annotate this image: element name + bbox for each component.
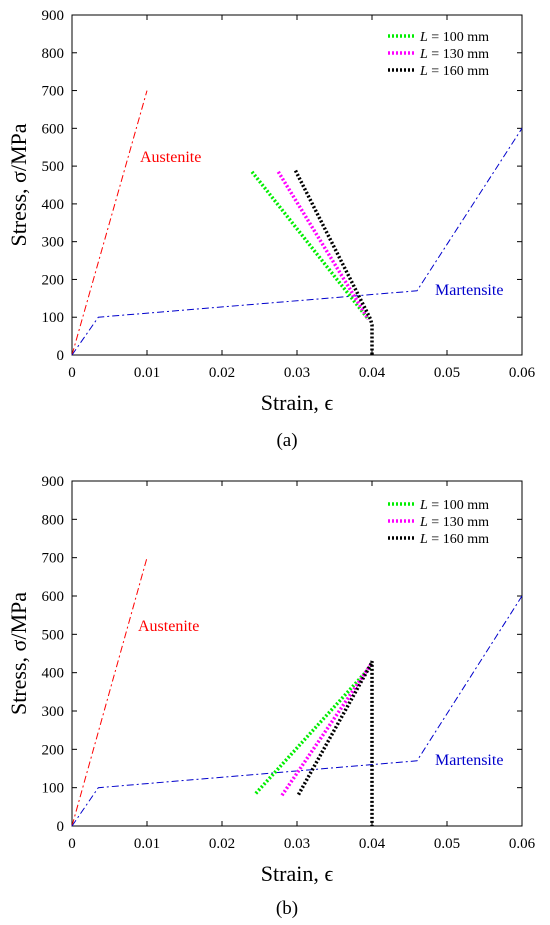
y-axis-label: Stress, σ/MPa [6,123,31,246]
legend-variable: L [419,532,428,547]
y-tick-label: 800 [42,46,65,62]
x-tick-label: 0.04 [359,836,386,852]
series-line-4 [296,660,374,826]
y-tick-label: 700 [42,84,65,100]
x-tick-label: 0.05 [434,365,460,381]
annotation-austenite: Austenite [138,618,199,635]
figure-caption: (a) [276,430,297,451]
x-axis-label: Strain, ϵ [261,861,334,886]
y-axis-label: Stress, σ/MPa [6,592,31,715]
series-line-2 [254,665,372,795]
legend-label: = 160 mm [428,64,489,79]
y-tick-label: 800 [42,512,65,528]
chart-b: 0 0.01 0.02 0.03 0.04 0.05 0.06 0 100 200 300 400 50… [6,474,536,919]
series-line-3 [280,664,372,797]
y-tick-label: 700 [42,551,65,567]
x-tick-label: 0.01 [134,365,160,381]
legend-label: = 100 mm [428,498,489,513]
x-tick-label: 0.05 [434,836,460,852]
x-tick-label: 0 [68,365,76,381]
x-tick-label: 0.06 [509,836,536,852]
x-tick-label: 0.03 [284,365,310,381]
y-tick-label: 100 [42,781,65,797]
series-line-1 [71,128,523,356]
series-line-3 [276,170,370,321]
chart-a: 0 0.01 0.02 0.03 0.04 0.05 0.06 0 100 200 300 400 50… [6,8,536,451]
legend-label: = 130 mm [428,515,489,530]
legend-entry: L = 130 mm [419,515,489,530]
legend-entry: L = 100 mm [419,30,489,45]
x-tick-label: 0.06 [509,365,536,381]
x-tick-label: 0.01 [134,836,160,852]
x-tick-label: 0.02 [209,365,235,381]
y-tick-label: 600 [42,589,65,605]
legend-label: = 130 mm [428,47,489,62]
y-tick-label: 300 [42,235,65,251]
x-tick-label: 0.04 [359,365,386,381]
legend-entry: L = 160 mm [419,64,489,79]
x-tick-label: 0.02 [209,836,235,852]
series-line-2 [250,170,370,321]
legend-entry: L = 160 mm [419,532,489,547]
x-tick-label: 0 [68,836,76,852]
y-tick-label: 200 [42,272,65,288]
annotation-martensite: Martensite [435,752,503,769]
series-line-0 [71,90,148,356]
series-line-4 [293,169,374,355]
legend-variable: L [419,47,428,62]
y-tick-label: 900 [42,474,65,490]
y-tick-label: 900 [42,8,65,24]
y-tick-label: 0 [57,348,65,364]
y-tick-label: 300 [42,704,65,720]
annotation-austenite: Austenite [140,149,201,166]
y-tick-label: 100 [42,310,65,326]
x-axis-label: Strain, ϵ [261,390,334,415]
series-line-0 [71,557,148,827]
y-tick-label: 0 [57,819,65,835]
legend-variable: L [419,515,428,530]
legend-variable: L [419,30,428,45]
annotation-martensite: Martensite [435,282,503,299]
x-tick-label: 0.03 [284,836,310,852]
legend-entry: L = 130 mm [419,47,489,62]
y-tick-label: 400 [42,197,65,213]
legend-variable: L [419,64,428,79]
y-tick-label: 400 [42,666,65,682]
legend-label: = 100 mm [428,30,489,45]
y-tick-label: 500 [42,159,65,175]
figure-caption: (b) [276,898,298,919]
y-tick-label: 600 [42,121,65,137]
y-tick-label: 200 [42,742,65,758]
y-tick-label: 500 [42,627,65,643]
legend-label: = 160 mm [428,532,489,547]
legend-entry: L = 100 mm [419,498,489,513]
legend-variable: L [419,498,428,513]
series-line-1 [71,595,523,827]
